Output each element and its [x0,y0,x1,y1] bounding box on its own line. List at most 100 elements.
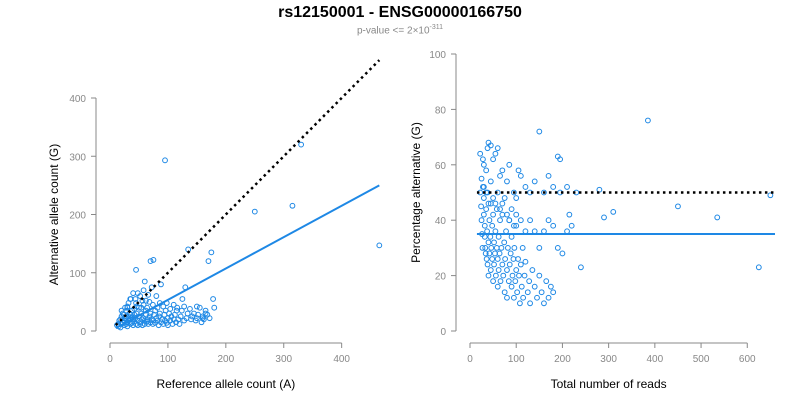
data-point [483,167,490,174]
data-point [153,293,160,299]
data-point [179,296,186,302]
data-point [490,211,497,218]
data-point [508,283,515,290]
data-point [490,195,497,201]
data-point [531,228,538,235]
data-point [494,256,501,262]
scatter-panel-left: 0 100 200 300 400 0 100 200 300 400 Reference alle… [47,59,383,391]
data-point [507,250,514,257]
data-point [177,313,184,320]
data-point [564,184,570,190]
data-point [557,156,564,163]
data-point [522,228,529,235]
subtitle-prefix: p-value <= 2×10 [356,25,430,37]
data-point [509,272,516,279]
data-point [541,189,547,196]
data-point [134,290,141,297]
data-point [298,141,305,148]
data-point [536,272,543,279]
data-point [150,257,157,263]
data-point [130,290,137,297]
data-point [524,289,531,296]
data-point [545,294,552,301]
data-point [147,310,154,317]
data-point [527,217,533,224]
data-point [483,206,490,213]
data-point [520,294,527,301]
data-point [133,266,139,273]
data-point [513,211,520,218]
fitted-ratio-line [115,184,380,329]
data-point [506,217,513,224]
data-point [118,307,125,314]
data-point [545,217,552,224]
data-point [516,272,522,279]
y-tick-label: 40 [435,216,447,227]
data-point [504,294,510,301]
x-tick-label: 0 [107,354,113,365]
data-point [484,145,491,152]
data-point [503,228,509,235]
data-point [519,245,526,251]
data-point [482,245,489,251]
x-axis-title: Reference allele count (A) [156,377,295,391]
data-point [478,217,485,224]
x-axis-title: Total number of reads [551,377,667,391]
data-point [506,261,513,268]
x-tick-label: 400 [333,354,350,365]
y-tick-label: 20 [435,272,447,283]
subtitle-exponent: -311 [429,24,444,31]
data-point [510,256,517,262]
expected-ratio-line [114,59,381,327]
data-point [176,321,183,327]
data-point [485,200,492,207]
data-point [499,211,506,218]
data-point [187,305,193,312]
data-point [493,245,500,251]
data-point [538,289,545,296]
data-point [251,208,258,215]
data-point [645,117,651,124]
x-tick-label: 500 [693,354,710,365]
data-point [578,264,584,271]
y-axis-title: Alternative allele count (G) [47,144,61,285]
data-point [550,184,557,190]
data-point [192,317,199,324]
data-point [511,294,517,301]
data-point [119,310,126,317]
data-point [478,175,485,182]
y-tick-label: 100 [69,269,86,280]
data-point [755,264,762,271]
data-point [492,228,499,235]
data-point [559,250,566,257]
data-point [489,256,496,262]
data-point [497,278,504,285]
data-point [522,184,529,190]
data-point [566,211,573,218]
data-point [211,304,218,311]
data-point [529,267,536,273]
x-tick-label: 300 [275,354,292,365]
data-point [767,192,774,199]
data-point [508,233,515,240]
data-point [497,172,503,179]
data-point [504,267,510,273]
data-point [517,261,524,268]
data-point [146,298,153,305]
data-point [490,278,497,285]
data-point [492,250,498,257]
data-point [141,278,148,285]
data-point [289,202,296,209]
data-point [184,310,191,317]
data-point [491,239,497,246]
data-point [485,272,492,279]
data-point [132,296,139,302]
data-point [210,296,216,302]
y-tick-label: 0 [440,327,446,338]
chart-title: rs12150001 - ENSG00000166750 [278,4,522,21]
data-point [515,167,522,174]
data-point [158,281,164,288]
data-point [200,316,207,323]
data-point [497,206,503,213]
data-point [189,313,196,320]
